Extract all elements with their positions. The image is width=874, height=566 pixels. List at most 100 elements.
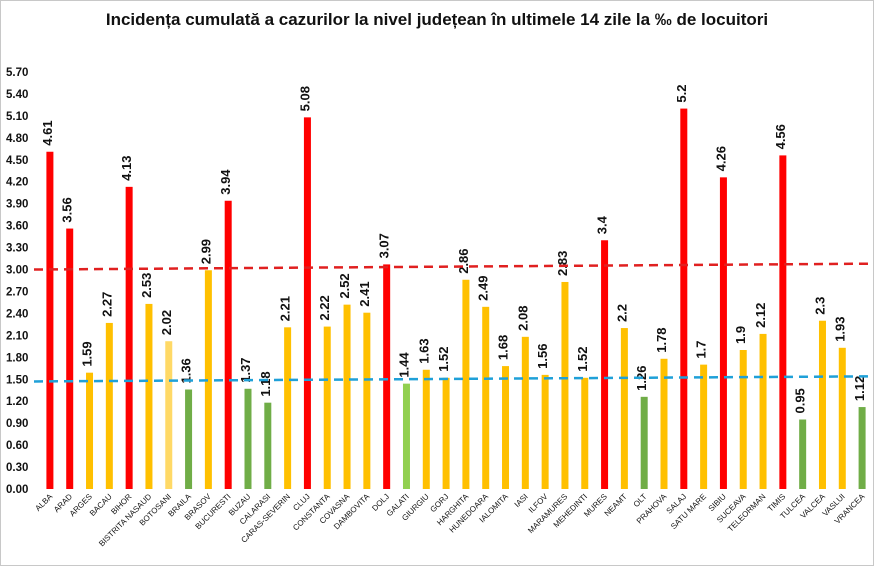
data-label: 4.61 <box>40 120 55 145</box>
y-tick-label: 4.20 <box>6 177 28 189</box>
bar <box>601 240 609 489</box>
bar <box>105 322 113 489</box>
data-label: 2.22 <box>317 295 332 320</box>
data-label: 1.59 <box>80 341 95 366</box>
data-label: 1.7 <box>694 341 709 359</box>
bar <box>244 388 252 489</box>
bar <box>719 177 727 490</box>
bar <box>680 108 688 489</box>
data-label: 4.26 <box>713 146 728 171</box>
y-tick-label: 1.80 <box>6 352 28 364</box>
bar <box>561 281 569 489</box>
data-label: 2.99 <box>198 239 213 264</box>
data-label: 1.36 <box>179 358 194 383</box>
y-tick-label: 4.80 <box>6 133 28 145</box>
bar <box>86 372 94 489</box>
data-label: 1.52 <box>575 346 590 371</box>
category-label: NEAMT <box>603 492 629 518</box>
bar <box>640 396 648 489</box>
chart-title: Incidența cumulată a cazurilor la nivel … <box>105 10 769 29</box>
bar <box>818 320 826 489</box>
y-tick-label: 3.30 <box>6 243 28 255</box>
y-tick-label: 5.70 <box>6 67 28 79</box>
bar <box>799 419 807 489</box>
data-label: 3.56 <box>60 197 75 222</box>
data-label: 5.08 <box>297 86 312 111</box>
y-tick-label: 1.20 <box>6 396 28 408</box>
data-label: 1.37 <box>238 357 253 382</box>
bar <box>363 312 371 489</box>
y-tick-label: 0.60 <box>6 440 28 452</box>
data-label: 2.52 <box>337 273 352 298</box>
bar <box>838 347 846 489</box>
bar <box>66 228 74 489</box>
y-tick-label: 2.40 <box>6 308 28 320</box>
reference-line <box>33 262 873 271</box>
y-tick-label: 2.70 <box>6 286 28 298</box>
category-label: BACAU <box>88 492 114 518</box>
bar <box>700 364 708 489</box>
data-label: 1.78 <box>654 327 669 352</box>
data-label: 1.12 <box>852 376 867 401</box>
bar <box>264 402 272 489</box>
bar <box>284 327 292 489</box>
bar <box>660 358 668 489</box>
y-tick-label: 4.50 <box>6 155 28 167</box>
data-label: 1.63 <box>416 338 431 363</box>
bar <box>185 389 193 489</box>
y-tick-label: 0.90 <box>6 418 28 430</box>
bar <box>46 151 54 489</box>
bar <box>204 270 212 489</box>
category-label: ALBA <box>33 492 54 513</box>
data-label: 2.49 <box>476 276 491 301</box>
bar <box>482 306 490 489</box>
y-tick-label: 5.10 <box>6 111 28 123</box>
data-label: 3.4 <box>595 215 610 234</box>
category-label: OLT <box>632 492 649 509</box>
bar <box>303 117 311 489</box>
y-tick-label: 0.30 <box>6 462 28 474</box>
data-label: 3.07 <box>377 233 392 258</box>
data-label: 4.13 <box>119 156 134 181</box>
reference-line <box>33 375 873 383</box>
bar <box>145 303 153 489</box>
data-label: 2.21 <box>278 296 293 321</box>
y-tick-label: 3.60 <box>6 221 28 233</box>
bar <box>462 279 470 489</box>
bar <box>125 186 133 489</box>
data-label: 1.44 <box>396 352 411 378</box>
category-label: IASI <box>513 492 530 509</box>
data-label: 5.2 <box>674 85 689 103</box>
bar <box>383 264 391 489</box>
bar <box>402 383 410 489</box>
bar <box>323 326 331 489</box>
bar <box>343 304 351 489</box>
bar <box>422 369 430 489</box>
bar <box>581 377 589 489</box>
data-label: 2.86 <box>456 248 471 273</box>
y-tick-label: 5.40 <box>6 89 28 101</box>
bar <box>442 377 450 489</box>
data-label: 2.83 <box>555 251 570 276</box>
data-label: 2.27 <box>99 292 114 317</box>
data-label: 3.94 <box>218 169 233 195</box>
data-label: 4.56 <box>773 124 788 149</box>
y-tick-label: 2.10 <box>6 330 28 342</box>
data-label: 1.9 <box>733 326 748 344</box>
bar <box>521 336 529 489</box>
y-tick-label: 1.50 <box>6 374 28 386</box>
y-tick-label: 0.00 <box>6 484 28 496</box>
bar <box>620 328 628 489</box>
data-label: 2.08 <box>515 306 530 331</box>
data-label: 2.41 <box>357 281 372 306</box>
data-label: 1.18 <box>258 371 273 396</box>
bar <box>165 341 173 489</box>
data-label: 1.52 <box>436 346 451 371</box>
bar <box>224 200 232 490</box>
bar <box>759 333 767 489</box>
bar <box>502 366 510 489</box>
data-label: 2.02 <box>159 310 174 335</box>
data-label: 1.68 <box>496 335 511 360</box>
y-tick-label: 3.90 <box>6 199 28 211</box>
